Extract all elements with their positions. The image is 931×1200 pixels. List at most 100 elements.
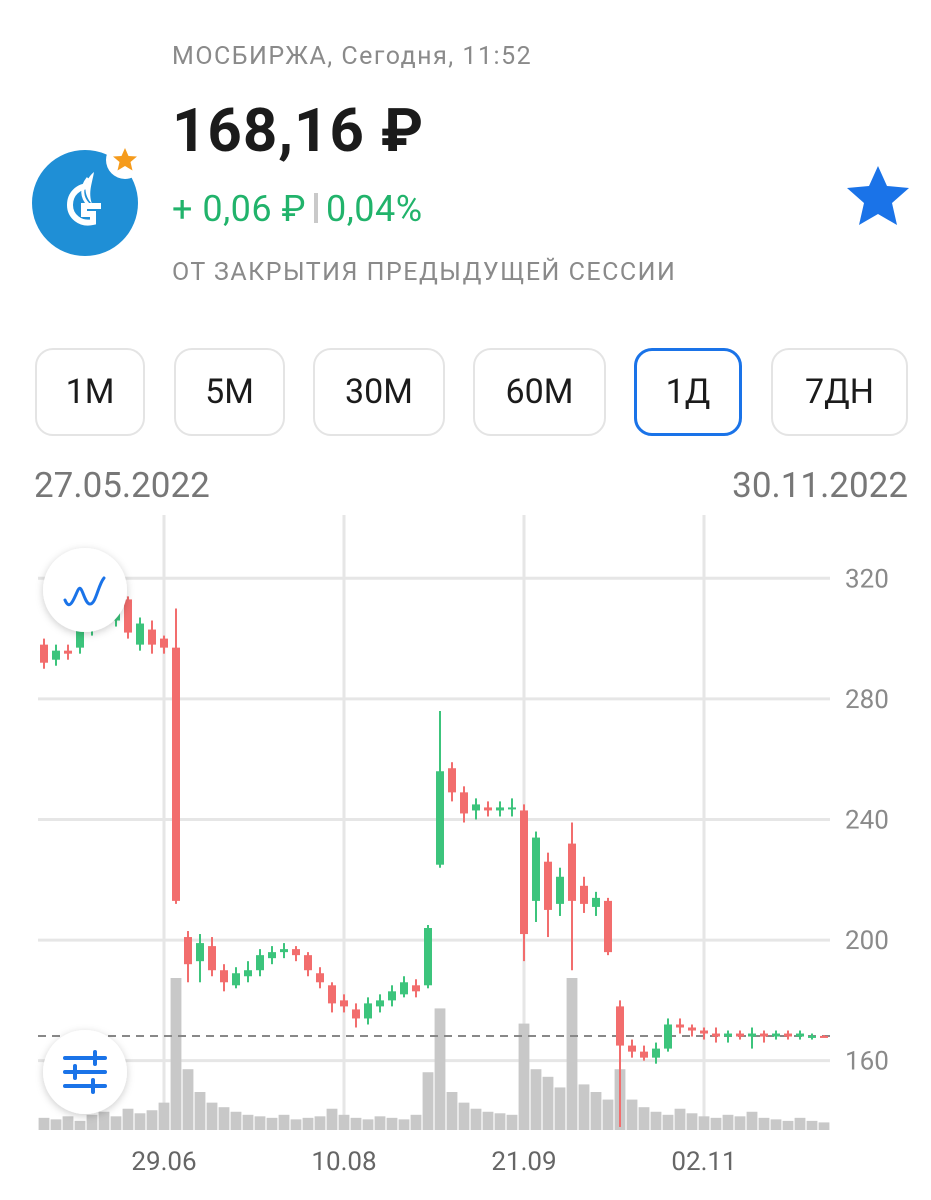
volume-bar [770, 1119, 782, 1130]
chart-type-button[interactable] [43, 548, 127, 632]
volume-bar [734, 1116, 746, 1130]
candle-body [700, 1030, 708, 1034]
volume-bar [50, 1119, 62, 1130]
candle-body [412, 985, 420, 992]
change-pct: 0,04% [325, 188, 423, 230]
interval-button[interactable]: 1Д [634, 348, 742, 436]
date-start: 27.05.2022 [34, 465, 210, 506]
candle-body [724, 1033, 732, 1037]
volume-bar [434, 1008, 446, 1130]
candle-body [796, 1033, 804, 1037]
candle-body [328, 985, 336, 1004]
separator [313, 193, 318, 223]
volume-bar [86, 1114, 98, 1130]
volume-bar [782, 1120, 794, 1130]
candle-body [544, 861, 552, 910]
candle-body [280, 949, 288, 953]
candle-body [520, 810, 528, 935]
volume-bar [110, 1116, 122, 1130]
candle-body [508, 807, 516, 810]
volume-bar [386, 1117, 398, 1130]
volume-bar [518, 1023, 530, 1130]
candle-body [484, 807, 492, 811]
x-tick-label: 29.06 [131, 1147, 196, 1177]
candle-body [568, 843, 576, 901]
volume-bar [194, 1092, 206, 1130]
volume-bar [170, 978, 182, 1130]
candle-body [268, 952, 276, 959]
candle-body [820, 1035, 828, 1038]
candle-body [772, 1033, 780, 1037]
volume-bar [494, 1113, 506, 1130]
volume-bar [326, 1108, 338, 1130]
x-tick-label: 21.09 [491, 1147, 556, 1177]
candle-body [340, 1000, 348, 1007]
candle-body [736, 1033, 744, 1037]
volume-bar [506, 1114, 518, 1130]
candle-body [448, 768, 456, 793]
candle-body [148, 629, 156, 645]
interval-button[interactable]: 1М [35, 348, 145, 436]
volume-bar [710, 1117, 722, 1130]
candle-body [616, 1006, 624, 1046]
volume-bar [338, 1114, 350, 1130]
interval-button[interactable]: 7ДН [771, 348, 908, 436]
volume-bar [446, 1092, 458, 1130]
volume-bar [686, 1113, 698, 1130]
candle-body [472, 804, 480, 811]
plot: 160 200 240 280 320 29.06 10.08 21.09 02.11 [38, 515, 889, 1177]
date-end: 30.11.2022 [732, 465, 908, 506]
candle-body [532, 837, 540, 901]
volume-bar [566, 978, 578, 1130]
volume-bar [662, 1114, 674, 1130]
candle-body [808, 1035, 816, 1038]
change-abs: + 0,06 ₽ [172, 188, 306, 230]
candle-body [196, 943, 204, 962]
candle-body [712, 1033, 720, 1037]
interval-button[interactable]: 5М [174, 348, 285, 436]
y-tick-label: 160 [845, 1047, 889, 1077]
candle-body [784, 1033, 792, 1037]
volume-bar [266, 1117, 278, 1130]
interval-button[interactable]: 60М [473, 348, 606, 436]
candle-body [556, 876, 564, 904]
candle-body [304, 955, 312, 971]
price: 168,16 ₽ [172, 95, 425, 166]
volume-bar [314, 1116, 326, 1130]
candle-body [424, 928, 432, 986]
candle-body [232, 973, 240, 986]
favorite-star[interactable] [847, 166, 909, 225]
candle-body [436, 771, 444, 865]
volume-bar [722, 1114, 734, 1130]
volume-bar [470, 1108, 482, 1130]
volume-bar [482, 1111, 494, 1130]
volume-bar [290, 1119, 302, 1130]
volume-bar [146, 1110, 158, 1130]
volume-bar [578, 1084, 590, 1130]
interval-button[interactable]: 30М [313, 348, 445, 436]
y-tick-label: 320 [845, 564, 889, 594]
volume-bar [98, 1111, 110, 1130]
candle-body [640, 1051, 648, 1058]
volume-bar [74, 1120, 86, 1130]
candle-body [184, 937, 192, 965]
volume-bar [122, 1108, 134, 1130]
volume-bar [38, 1117, 50, 1130]
logo [32, 141, 144, 256]
candle-body [748, 1033, 756, 1037]
settings-button[interactable] [43, 1030, 127, 1114]
y-tick-label: 240 [845, 805, 889, 835]
volume-bar [242, 1114, 254, 1130]
candle-body [592, 897, 600, 907]
candle-body [604, 900, 612, 953]
volume-bar [134, 1113, 146, 1130]
volume-bar [230, 1111, 242, 1130]
volume-bar [794, 1117, 806, 1130]
candle-body [244, 970, 252, 977]
volume-bar [62, 1116, 74, 1130]
volume-bar [746, 1111, 758, 1130]
volume-bar [554, 1087, 566, 1130]
volume-bar [362, 1119, 374, 1130]
candle-body [292, 949, 300, 956]
